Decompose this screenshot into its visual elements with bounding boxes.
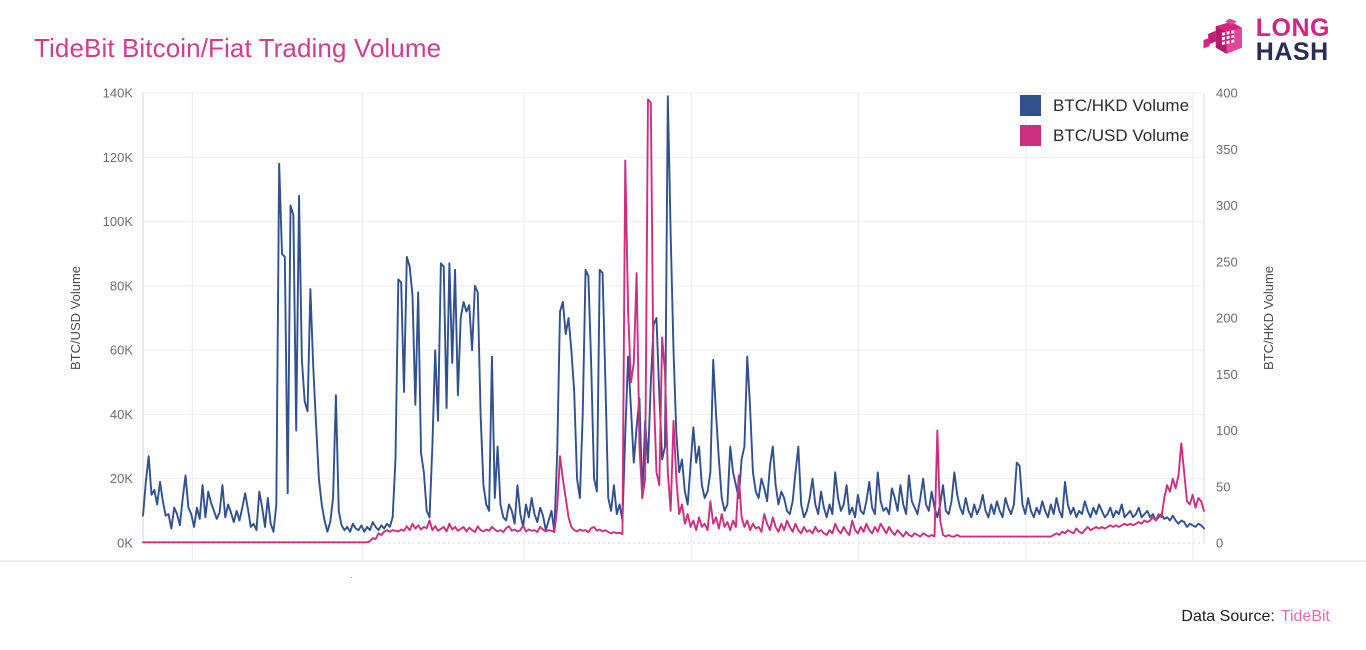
svg-text:0K: 0K [117,536,133,551]
data-source-label: Data Source: [1181,608,1275,625]
chart-container: 0K 20K 40K 60K 80K 100K 120K 140K 0 50 100 150 200 2… [0,78,1366,578]
series-btc-hkd-volume [142,95,1205,533]
svg-text:60K: 60K [110,343,133,358]
svg-text:140K: 140K [103,86,134,101]
svg-text:40K: 40K [110,407,133,422]
logo-text-hash: HASH [1255,38,1329,66]
svg-text:80K: 80K [110,278,133,293]
svg-text:350: 350 [1216,142,1238,157]
svg-text:250: 250 [1216,254,1238,269]
svg-text:200: 200 [1216,311,1238,326]
series-btc-usd-volume [142,98,1205,544]
page-title: TideBit Bitcoin/Fiat Trading Volume [34,33,442,63]
svg-text:Apr 1, 19: Apr 1, 19 [498,575,551,578]
chart-legend: BTC/HKD Volume BTC/USD Volume [1020,95,1189,146]
chart-axis-bottom: Dec 1, 18 Feb 1, 19 Apr 1, 19 Jun 1, 19 Aug … [0,93,1366,578]
svg-text:100K: 100K [103,214,134,229]
svg-text:120K: 120K [103,150,134,165]
svg-text:Aug 1, 19: Aug 1, 19 [831,575,887,578]
svg-text:0: 0 [1216,536,1223,551]
svg-text:50: 50 [1216,479,1230,494]
legend-swatch-btc-usd [1020,125,1041,146]
legend-swatch-btc-hkd [1020,95,1041,116]
longhash-logo: LONG HASH [1202,14,1330,66]
svg-text:20K: 20K [110,471,133,486]
svg-text:Oct 1, 19: Oct 1, 19 [999,575,1052,578]
svg-text:Dec 1, 19: Dec 1, 19 [1165,575,1221,578]
svg-text:Jun 1, 19: Jun 1, 19 [665,575,719,578]
svg-text:Dec 1, 18: Dec 1, 18 [165,575,221,578]
legend-label-btc-hkd: BTC/HKD Volume [1053,95,1190,115]
svg-text:BTC/HKD Volume: BTC/HKD Volume [1261,266,1276,370]
chart-axis-titles: BTC/USD Volume BTC/HKD Volume [68,266,1276,370]
legend-item-btc-hkd[interactable]: BTC/HKD Volume [1020,95,1189,116]
legend-item-btc-usd[interactable]: BTC/USD Volume [1020,125,1189,146]
line-chart: 0K 20K 40K 60K 80K 100K 120K 140K 0 50 100 150 200 2… [0,86,1366,578]
logo-text-long: LONG [1255,14,1330,42]
svg-text:400: 400 [1216,86,1238,101]
svg-text:BTC/USD Volume: BTC/USD Volume [68,266,83,370]
chart-axis-left: 0K 20K 40K 60K 80K 100K 120K 140K [103,86,144,551]
data-source-footer: Data Source: TideBit [1181,608,1330,626]
chart-axis-right: 0 50 100 150 200 250 300 350 400 [1203,86,1238,551]
svg-text:300: 300 [1216,198,1238,213]
legend-label-btc-usd: BTC/USD Volume [1053,125,1190,145]
svg-text:Feb 1, 19: Feb 1, 19 [335,575,390,578]
longhash-rig-icon [1203,18,1242,54]
data-source-name[interactable]: TideBit [1280,608,1330,625]
svg-text:100: 100 [1216,423,1238,438]
svg-text:150: 150 [1216,367,1238,382]
